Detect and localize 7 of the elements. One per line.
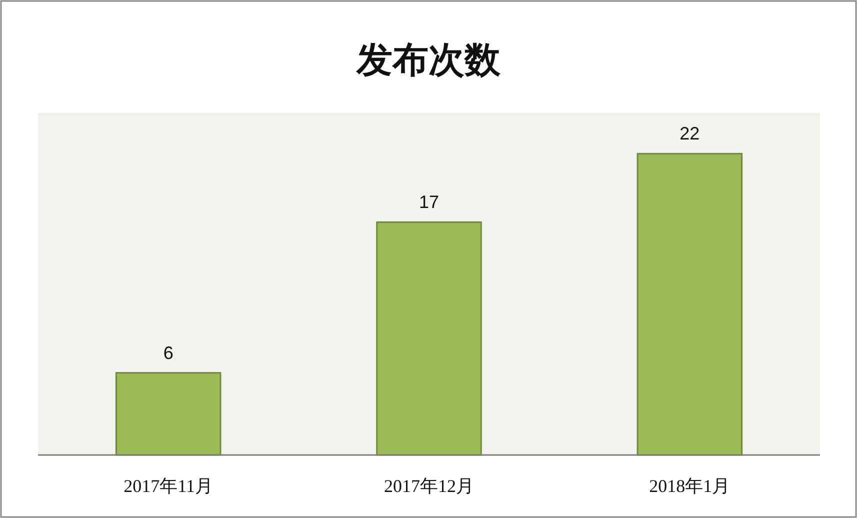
x-tick-label: 2017年11月 <box>124 476 214 496</box>
data-label: 6 <box>163 342 174 363</box>
x-tick-label: 2018年1月 <box>649 476 730 496</box>
data-label: 22 <box>680 124 700 144</box>
data-label: 17 <box>418 192 440 212</box>
x-tick-label: 2017年12月 <box>384 476 474 496</box>
chart-title: 发布次数 <box>356 39 502 81</box>
